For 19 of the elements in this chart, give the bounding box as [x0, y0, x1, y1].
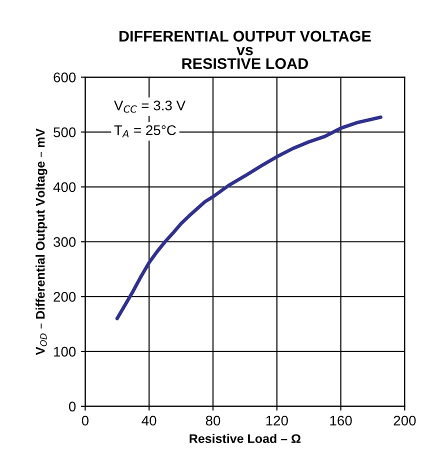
x-tick-label: 120 [266, 416, 288, 426]
line-series [115, 115, 382, 320]
chart-title: DIFFERENTIAL OUTPUT VOLTAGE vs RESISTIVE LOAD [120, 30, 371, 69]
x-tick-label: 200 [394, 416, 416, 426]
y-tick-label: 600 [54, 72, 76, 82]
annotation: V$_{CC}$ = 3.3 V [114, 100, 186, 113]
x-tick-label: 0 [82, 416, 89, 426]
annotation: T$_{A}$ = 25°C [114, 125, 176, 138]
y-tick-label: 100 [54, 346, 76, 357]
y-tick-label: 400 [53, 182, 76, 192]
x-tick-label: 80 [206, 416, 220, 426]
y-tick-label: 0 [68, 402, 76, 412]
y-tick-label: 500 [54, 127, 76, 138]
x-axis-title: Resistive Load – Ω [190, 434, 301, 444]
x-tick-label: 160 [330, 416, 352, 426]
y-tick-label: 200 [54, 292, 76, 302]
y-axis-title: V$_{OD}$ – Differential Output Voltage – mV [36, 128, 48, 355]
y-tick-label: 300 [54, 237, 76, 247]
x-tick-label: 40 [142, 416, 156, 426]
